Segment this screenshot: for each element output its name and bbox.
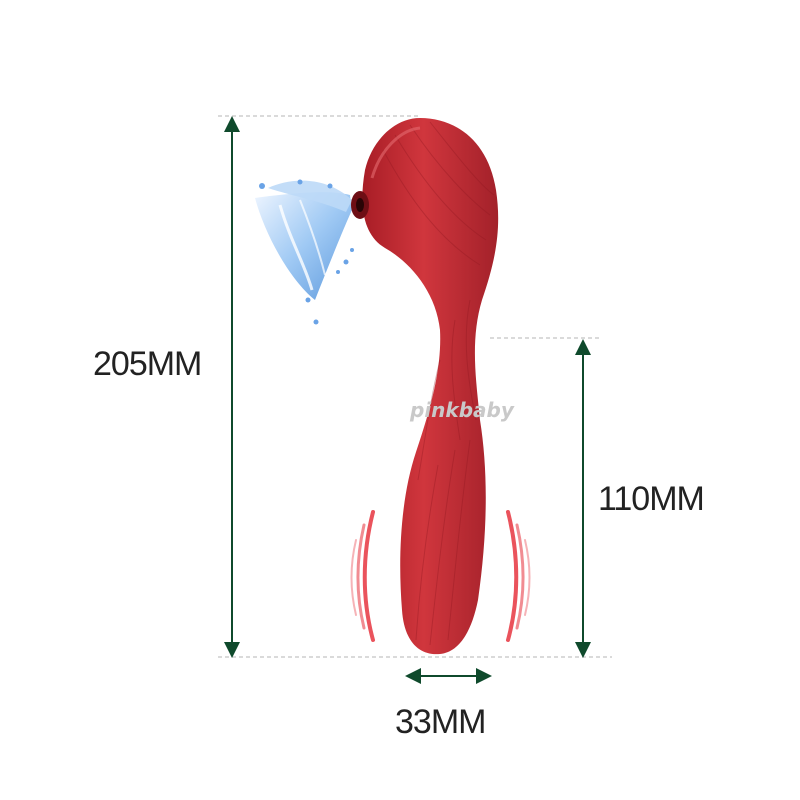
vibration-waves-icon xyxy=(350,510,531,642)
diameter-label: 33MM xyxy=(395,703,486,741)
guide-lines xyxy=(218,115,612,658)
total-length-label: 205MM xyxy=(93,345,202,383)
product-image xyxy=(351,118,499,655)
insertable-length-label: 110MM xyxy=(598,480,705,518)
water-splash-suction-icon xyxy=(255,179,354,325)
watermark: pinkbaby xyxy=(410,398,514,422)
